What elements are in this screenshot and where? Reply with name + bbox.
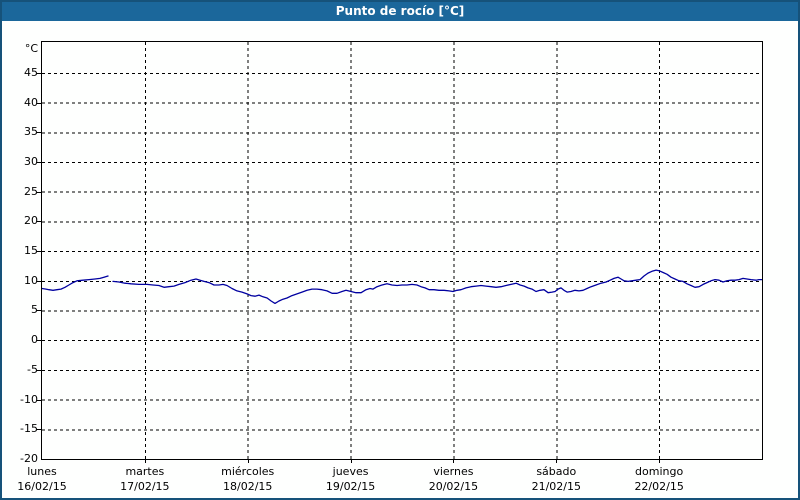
y-tick-label: -20: [20, 452, 38, 465]
day-date-label: 19/02/15: [325, 480, 376, 493]
series-line-segment: [42, 275, 109, 291]
y-tick-label: 40: [24, 95, 38, 109]
y-tick-label: 10: [24, 273, 38, 287]
y-tick-mark: [37, 191, 41, 193]
day-name-label: miércoles: [221, 465, 275, 478]
day-date-label: 17/02/15: [120, 480, 170, 493]
y-tick-mark: [37, 251, 41, 253]
y-tick-label: -10: [20, 392, 38, 406]
x-tick-mark: [556, 460, 558, 463]
x-tick-mark: [659, 460, 661, 463]
day-date-label: 20/02/15: [428, 480, 479, 493]
y-tick-label: 35: [24, 125, 38, 139]
day-name-label: jueves: [332, 465, 369, 478]
y-tick-mark: [37, 72, 41, 74]
y-tick-label: 20: [24, 214, 38, 228]
window-titlebar: Punto de rocío [°C]: [2, 2, 798, 21]
day-name-label: lunes: [27, 465, 57, 478]
day-date-label: 21/02/15: [531, 480, 581, 493]
day-name-label: viernes: [433, 465, 474, 478]
chart-title: Punto de rocío [°C]: [335, 4, 465, 18]
y-tick-mark: [37, 310, 41, 312]
y-tick-mark: [37, 340, 41, 342]
y-tick-mark: [37, 429, 41, 431]
y-tick-label: -15: [20, 422, 38, 436]
y-tick-mark: [37, 399, 41, 401]
series-line-segment: [112, 269, 762, 305]
y-tick-mark: [37, 280, 41, 282]
y-tick-label: 30: [24, 154, 38, 168]
x-tick-mark: [350, 460, 352, 463]
x-tick-mark: [144, 460, 146, 463]
x-tick-mark: [247, 460, 249, 463]
day-date-label: 22/02/15: [634, 480, 684, 493]
plot-area: [41, 41, 763, 460]
day-name-label: sábado: [536, 465, 577, 478]
day-name-label: martes: [125, 465, 165, 478]
y-tick-mark: [37, 221, 41, 223]
y-tick-label: 5: [31, 303, 38, 317]
y-tick-mark: [37, 161, 41, 163]
y-tick-mark: [37, 132, 41, 134]
y-tick-label: 45: [24, 65, 38, 79]
y-tick-mark: [37, 369, 41, 371]
x-tick-mark: [453, 460, 455, 463]
y-tick-label: -5: [27, 362, 38, 376]
y-axis-unit-label: °C: [24, 42, 38, 55]
y-tick-label: 25: [24, 184, 38, 198]
dewpoint-line-chart: [42, 42, 762, 459]
y-tick-label: 15: [24, 244, 38, 258]
day-date-label: 16/02/15: [17, 480, 67, 493]
y-tick-mark: [37, 102, 41, 104]
day-name-label: domingo: [635, 465, 684, 478]
day-date-label: 18/02/15: [223, 480, 273, 493]
y-tick-label: 0: [31, 333, 38, 347]
